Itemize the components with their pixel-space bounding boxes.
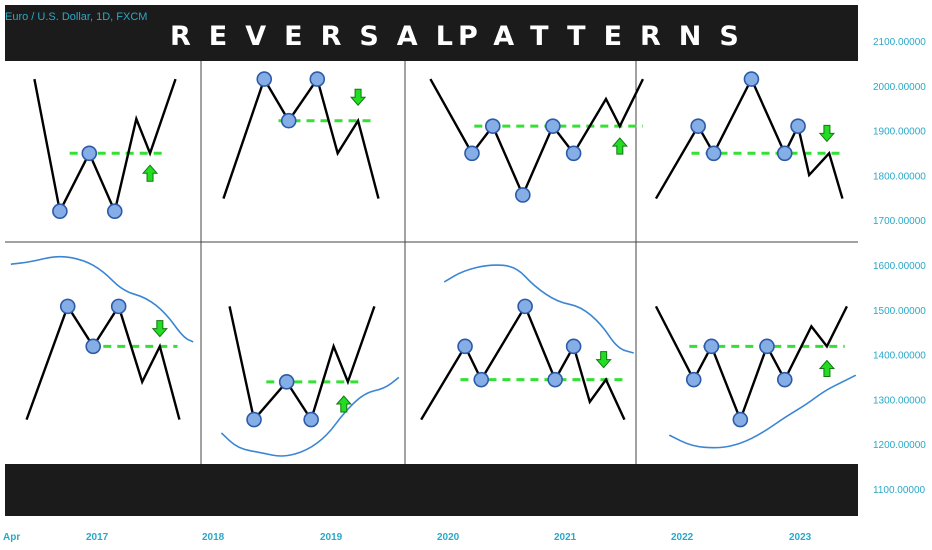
pivot-marker	[309, 71, 326, 87]
arrow-down-icon	[151, 320, 168, 338]
pivot-marker	[545, 118, 561, 134]
pivot-marker	[280, 112, 297, 129]
y-tick-label: 1200.00000	[873, 440, 926, 451]
y-tick-label: 1700.00000	[873, 216, 926, 227]
price-path	[33, 78, 177, 216]
arrow-up-icon	[818, 359, 836, 378]
x-tick-label: 2017	[86, 532, 109, 543]
pivot-marker	[685, 371, 702, 388]
arrow-down-icon	[818, 124, 836, 143]
pattern-panel-2	[222, 71, 380, 199]
y-tick-label: 1400.00000	[873, 351, 926, 362]
x-axis: Apr 2017 2018 2019 2020 2021 2022 2023	[3, 532, 812, 543]
pivot-marker	[759, 338, 775, 355]
pivot-marker	[732, 411, 749, 428]
pivot-marker	[776, 145, 793, 162]
pivot-marker	[690, 118, 706, 134]
pattern-panel-3	[429, 78, 645, 203]
top-banner	[5, 5, 858, 61]
pivot-marker	[256, 71, 273, 87]
pivot-marker	[110, 298, 127, 315]
pivot-marker	[473, 371, 490, 388]
channel-curve	[220, 376, 400, 457]
arrow-down-icon	[349, 88, 367, 106]
channel-curve	[10, 255, 194, 343]
x-tick-label: 2021	[554, 532, 577, 543]
pattern-panel-5	[10, 255, 194, 421]
y-tick-label: 1500.00000	[873, 306, 926, 317]
channel-curve	[443, 264, 634, 354]
arrow-up-icon	[611, 137, 628, 155]
y-tick-label: 2100.00000	[873, 37, 926, 48]
y-tick-label: 1900.00000	[873, 127, 926, 138]
pivot-marker	[85, 338, 101, 355]
pattern-panel-6	[220, 305, 400, 457]
pivot-marker	[565, 145, 582, 162]
pivot-marker	[464, 145, 480, 162]
pattern-panel-1	[33, 78, 177, 220]
pivot-marker	[278, 374, 295, 390]
bottom-banner	[5, 464, 858, 516]
pattern-panel-7	[420, 264, 634, 421]
pivot-marker	[705, 145, 722, 162]
symbol-label: Euro / U.S. Dollar, 1D, FXCM	[5, 11, 147, 23]
pivot-marker	[81, 145, 98, 162]
panel-grid	[5, 61, 858, 464]
x-tick-label: 2022	[671, 532, 694, 543]
pattern-panel-4	[654, 71, 844, 200]
title-reversal: REVERSAL	[170, 21, 471, 52]
arrow-up-icon	[335, 395, 352, 413]
x-tick-label: 2020	[437, 532, 460, 543]
pivot-marker	[776, 371, 793, 388]
arrow-down-icon	[595, 351, 612, 369]
x-tick-label: 2023	[789, 532, 812, 543]
title-patterns: PATTERNS	[458, 21, 757, 52]
pivot-marker	[547, 371, 563, 388]
pivot-marker	[246, 411, 262, 428]
pivot-marker	[743, 71, 760, 87]
pivot-marker	[59, 298, 76, 315]
price-path	[654, 76, 844, 200]
arrow-up-icon	[141, 164, 159, 182]
y-tick-label: 2000.00000	[873, 82, 926, 93]
price-path	[228, 305, 376, 423]
y-tick-label: 1800.00000	[873, 171, 926, 182]
pivot-marker	[565, 338, 582, 355]
pivot-marker	[515, 187, 531, 203]
y-tick-label: 1600.00000	[873, 261, 926, 272]
pivot-marker	[106, 203, 123, 220]
pattern-panels	[10, 71, 857, 457]
price-path	[429, 78, 645, 198]
pivot-marker	[790, 118, 806, 134]
x-tick-label: 2019	[320, 532, 343, 543]
y-tick-label: 1300.00000	[873, 395, 926, 406]
x-tick-label: Apr	[3, 532, 20, 543]
pivot-marker	[703, 338, 720, 355]
pivot-marker	[52, 203, 68, 220]
pivot-marker	[457, 338, 473, 355]
price-path	[420, 303, 626, 421]
price-path	[654, 305, 848, 423]
y-tick-label: 1100.00000	[873, 485, 926, 496]
pivot-marker	[517, 298, 533, 315]
channel-curve	[668, 374, 857, 449]
pattern-panel-8	[654, 305, 857, 449]
pivot-marker	[303, 411, 319, 428]
pivot-marker	[484, 118, 501, 134]
y-axis: 2100.00000 2000.00000 1900.00000 1800.00000…	[873, 37, 926, 496]
x-tick-label: 2018	[202, 532, 225, 543]
